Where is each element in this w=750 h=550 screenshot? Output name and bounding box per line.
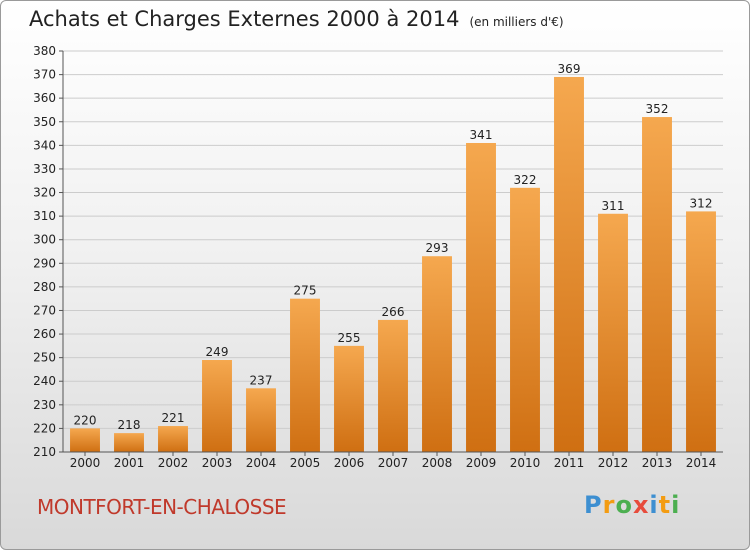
y-tick-label: 230 (33, 398, 56, 412)
bar-2002[interactable] (158, 426, 188, 452)
x-tick-label-2012: 2012 (598, 456, 629, 470)
logo-letter: P (584, 491, 603, 519)
x-tick-label-2013: 2013 (642, 456, 673, 470)
logo-letter: i (671, 491, 681, 519)
data-label-2014: 312 (690, 196, 713, 210)
title-text: Achats et Charges Externes 2000 à 2014 (29, 7, 460, 31)
data-label-2011: 369 (558, 62, 581, 76)
bar-2009[interactable] (466, 142, 496, 452)
y-tick-label: 360 (33, 91, 56, 105)
y-tick-label: 320 (33, 186, 56, 200)
y-tick-label: 250 (33, 351, 56, 365)
bar-2007[interactable] (378, 319, 408, 452)
y-tick-label: 350 (33, 115, 56, 129)
data-label-2010: 322 (514, 173, 537, 187)
y-tick-label: 340 (33, 138, 56, 152)
data-label-2005: 275 (294, 284, 317, 298)
bar-2000[interactable] (70, 428, 100, 452)
x-tick-label-2002: 2002 (158, 456, 189, 470)
data-label-2007: 266 (382, 305, 405, 319)
y-tick-label: 220 (33, 421, 56, 435)
x-tick-label-2001: 2001 (114, 456, 145, 470)
bar-2008[interactable] (422, 256, 452, 452)
data-label-2004: 237 (250, 373, 273, 387)
y-tick-label: 300 (33, 233, 56, 247)
y-tick-label: 210 (33, 445, 56, 459)
x-tick-label-2010: 2010 (510, 456, 541, 470)
data-label-2012: 311 (602, 199, 625, 213)
chart-title: Achats et Charges Externes 2000 à 2014 (e… (29, 7, 564, 31)
x-tick-label-2004: 2004 (246, 456, 277, 470)
bar-2006[interactable] (334, 345, 364, 452)
data-label-2009: 341 (470, 128, 493, 142)
logo-letter: i (649, 491, 659, 519)
y-tick-label: 240 (33, 374, 56, 388)
data-label-2008: 293 (426, 241, 449, 255)
title-unit: (en milliers d'€) (469, 15, 564, 29)
x-tick-label-2006: 2006 (334, 456, 365, 470)
bar-2003[interactable] (202, 360, 232, 452)
x-tick-label-2005: 2005 (290, 456, 321, 470)
bar-2001[interactable] (114, 433, 144, 452)
bar-2011[interactable] (554, 76, 584, 453)
y-tick-label: 290 (33, 256, 56, 270)
data-label-2003: 249 (206, 345, 229, 359)
bar-2004[interactable] (246, 388, 276, 452)
data-label-2002: 221 (162, 411, 185, 425)
bar-2005[interactable] (290, 298, 320, 452)
y-tick-label: 330 (33, 162, 56, 176)
x-tick-label-2003: 2003 (202, 456, 233, 470)
data-label-2000: 220 (74, 413, 97, 427)
bar-2012[interactable] (598, 213, 628, 452)
bar-2013[interactable] (642, 117, 672, 452)
x-tick-label-2007: 2007 (378, 456, 409, 470)
proxiti-logo[interactable]: Proxiti (584, 491, 680, 519)
data-label-2006: 255 (338, 331, 361, 345)
x-tick-label-2008: 2008 (422, 456, 453, 470)
y-tick-label: 370 (33, 68, 56, 82)
y-tick-label: 280 (33, 280, 56, 294)
data-label-2001: 218 (118, 418, 141, 432)
logo-letter: x (632, 491, 650, 519)
data-label-2013: 352 (646, 102, 669, 116)
x-tick-label-2011: 2011 (554, 456, 585, 470)
logo-letter: o (615, 491, 633, 519)
bars: 220 218 221 249 237 275 255 266 293 341 322 369 311 3… (70, 62, 716, 453)
axes: 210 220 230 240 250 260 270 280 290 300 310 320 330 3… (33, 44, 723, 470)
x-tick-label-2009: 2009 (466, 456, 497, 470)
bar-2014[interactable] (686, 211, 716, 452)
commune-name: MONTFORT-EN-CHALOSSE (37, 495, 287, 519)
x-tick-label-2000: 2000 (70, 456, 101, 470)
y-tick-label: 380 (33, 44, 56, 58)
y-tick-label: 260 (33, 327, 56, 341)
bar-2010[interactable] (510, 187, 540, 452)
x-tick-label-2014: 2014 (686, 456, 717, 470)
y-tick-label: 310 (33, 209, 56, 223)
logo-letter: t (658, 491, 672, 519)
y-tick-label: 270 (33, 303, 56, 317)
logo-letter: r (602, 491, 616, 519)
